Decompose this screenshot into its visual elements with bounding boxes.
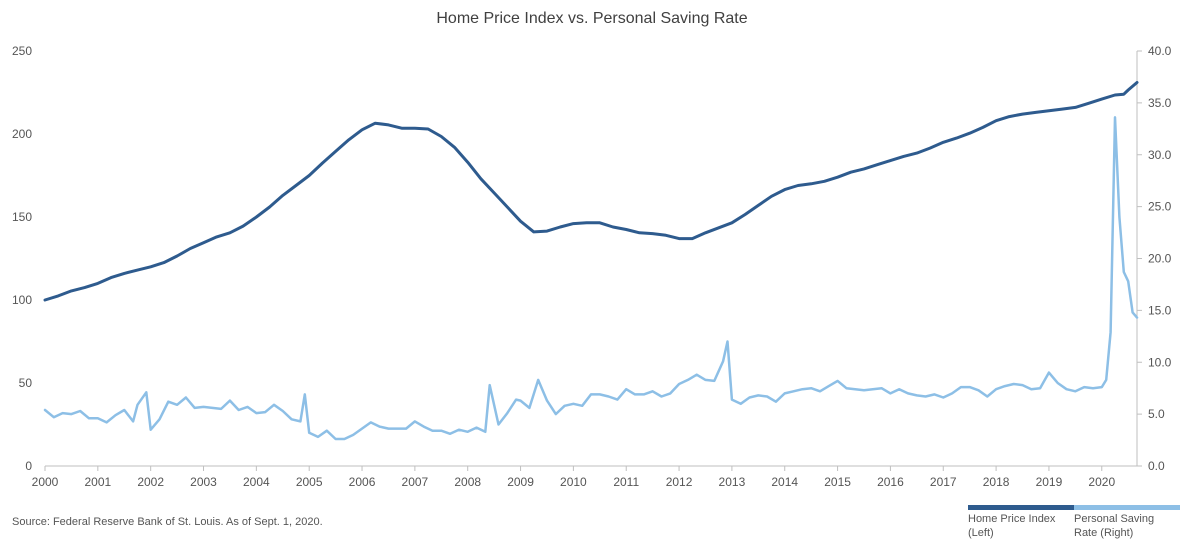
legend-swatch-home-price-index xyxy=(968,505,1074,510)
x-tick-label-2003: 2003 xyxy=(190,475,217,489)
x-tick-label-2009: 2009 xyxy=(507,475,534,489)
x-tick-label-2019: 2019 xyxy=(1036,475,1063,489)
x-tick-label-2015: 2015 xyxy=(824,475,851,489)
source-note: Source: Federal Reserve Bank of St. Loui… xyxy=(12,516,323,528)
x-tick-label-2017: 2017 xyxy=(930,475,957,489)
x-tick-label-2004: 2004 xyxy=(243,475,270,489)
series-line-home-price-index xyxy=(43,81,1139,302)
x-tick-label-2016: 2016 xyxy=(877,475,904,489)
x-tick-label-2014: 2014 xyxy=(771,475,798,489)
y-right-tick-label-15.0: 15.0 xyxy=(1148,303,1172,317)
y-right-tick-label-10.0: 10.0 xyxy=(1148,355,1172,369)
x-tick-label-2008: 2008 xyxy=(454,475,481,489)
chart-tick-labels: 2000 2001 2002 2003 2004 2005 2006 2007 2008 2009… xyxy=(12,44,1172,489)
y-right-tick-label-35.0: 35.0 xyxy=(1148,96,1172,110)
series-line-personal-saving-rate xyxy=(43,116,1139,441)
y-left-tick-label-200: 200 xyxy=(12,127,32,141)
y-right-tick-label-40.0: 40.0 xyxy=(1148,44,1172,58)
x-tick-label-2010: 2010 xyxy=(560,475,587,489)
legend-label-personal-saving-rate-line1: Personal Saving xyxy=(1074,513,1155,525)
legend-label-home-price-index-line2: (Left) xyxy=(968,527,994,539)
x-tick-label-2002: 2002 xyxy=(137,475,164,489)
x-tick-label-2005: 2005 xyxy=(296,475,323,489)
legend-swatch-personal-saving-rate xyxy=(1074,505,1180,510)
chart-lines xyxy=(43,81,1139,441)
chart-title: Home Price Index vs. Personal Saving Rat… xyxy=(436,10,748,27)
y-right-tick-label-5.0: 5.0 xyxy=(1148,407,1165,421)
legend-item-personal-saving-rate: Personal Saving Rate (Right) xyxy=(1074,505,1180,540)
x-tick-label-2011: 2011 xyxy=(613,475,639,489)
x-tick-label-2007: 2007 xyxy=(402,475,429,489)
y-left-tick-label-250: 250 xyxy=(12,44,32,58)
y-right-tick-label-20.0: 20.0 xyxy=(1148,252,1172,266)
y-right-tick-label-25.0: 25.0 xyxy=(1148,200,1172,214)
y-left-tick-label-150: 150 xyxy=(12,210,32,224)
x-tick-label-2020: 2020 xyxy=(1088,475,1115,489)
y-left-tick-label-50: 50 xyxy=(19,376,33,390)
x-tick-label-2018: 2018 xyxy=(983,475,1010,489)
legend-item-home-price-index: Home Price Index (Left) xyxy=(968,505,1074,540)
chart-axes xyxy=(44,50,1142,471)
y-right-tick-label-0.0: 0.0 xyxy=(1148,459,1165,473)
y-left-tick-label-100: 100 xyxy=(12,293,32,307)
y-left-tick-label-0: 0 xyxy=(25,459,32,473)
y-right-tick-label-30.0: 30.0 xyxy=(1148,148,1172,162)
x-tick-label-2013: 2013 xyxy=(719,475,746,489)
x-tick-label-2012: 2012 xyxy=(666,475,693,489)
x-tick-label-2000: 2000 xyxy=(32,475,59,489)
x-tick-label-2006: 2006 xyxy=(349,475,376,489)
x-tick-label-2001: 2001 xyxy=(84,475,111,489)
legend-label-home-price-index-line1: Home Price Index xyxy=(968,513,1056,525)
legend-label-personal-saving-rate-line2: Rate (Right) xyxy=(1074,527,1134,539)
